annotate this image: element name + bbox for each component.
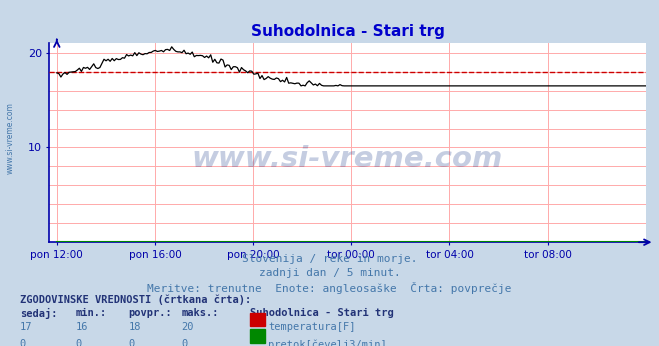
Text: min.:: min.: [76,308,107,318]
Text: 17: 17 [20,322,32,333]
Text: Meritve: trenutne  Enote: angleosaške  Črta: povprečje: Meritve: trenutne Enote: angleosaške Črt… [147,282,512,294]
Text: zadnji dan / 5 minut.: zadnji dan / 5 minut. [258,268,401,278]
Text: temperatura[F]: temperatura[F] [268,322,356,333]
Text: 16: 16 [76,322,88,333]
Text: www.si-vreme.com: www.si-vreme.com [5,102,14,174]
Text: 0: 0 [129,339,134,346]
Text: sedaj:: sedaj: [20,308,57,319]
Text: povpr.:: povpr.: [129,308,172,318]
Text: 0: 0 [181,339,187,346]
Text: Suhodolnica - Stari trg: Suhodolnica - Stari trg [250,308,394,318]
Text: maks.:: maks.: [181,308,219,318]
Text: Slovenija / reke in morje.: Slovenija / reke in morje. [242,254,417,264]
Text: 0: 0 [20,339,26,346]
Text: 18: 18 [129,322,141,333]
Text: ZGODOVINSKE VREDNOSTI (črtkana črta):: ZGODOVINSKE VREDNOSTI (črtkana črta): [20,295,251,305]
Text: www.si-vreme.com: www.si-vreme.com [192,145,503,173]
Text: pretok[čevelj3/min]: pretok[čevelj3/min] [268,339,387,346]
Text: 20: 20 [181,322,194,333]
Title: Suhodolnica - Stari trg: Suhodolnica - Stari trg [250,24,445,39]
Text: 0: 0 [76,339,82,346]
